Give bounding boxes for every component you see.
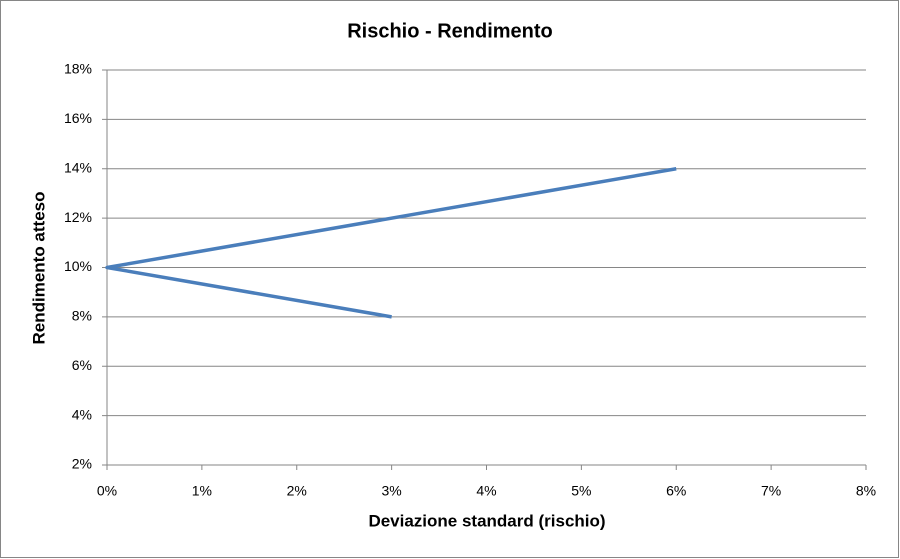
x-tick-label: 4%: [476, 483, 496, 499]
x-tick-label: 6%: [666, 483, 686, 499]
y-tick-label: 2%: [72, 456, 92, 472]
x-axis-title: Deviazione standard (rischio): [368, 511, 605, 530]
chart: Rischio - Rendimento Deviazione standard…: [0, 0, 900, 559]
y-tick-label: 6%: [72, 357, 92, 373]
x-tick-label: 5%: [571, 483, 591, 499]
y-tick-label: 14%: [64, 159, 92, 175]
x-tick-label: 3%: [382, 483, 402, 499]
x-tick-label: 0%: [97, 483, 117, 499]
chart-border: [1, 1, 899, 558]
y-tick-label: 10%: [64, 258, 92, 274]
x-tick-label: 1%: [192, 483, 212, 499]
y-tick-label: 16%: [64, 110, 92, 126]
y-tick-label: 4%: [72, 406, 92, 422]
x-tick-label: 2%: [287, 483, 307, 499]
y-tick-label: 12%: [64, 209, 92, 225]
x-tick-label: 7%: [761, 483, 781, 499]
x-tick-label: 8%: [856, 483, 876, 499]
y-tick-label: 8%: [72, 308, 92, 324]
y-tick-label: 18%: [64, 61, 92, 77]
chart-title: Rischio - Rendimento: [347, 20, 553, 42]
y-axis-title: Rendimento atteso: [29, 191, 48, 344]
